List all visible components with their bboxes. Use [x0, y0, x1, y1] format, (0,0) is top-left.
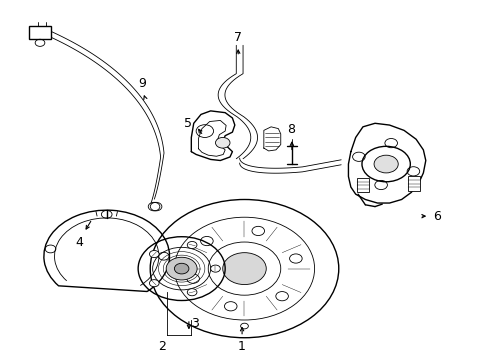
Circle shape [187, 289, 197, 296]
Text: 5: 5 [184, 117, 192, 130]
Circle shape [223, 253, 265, 284]
Text: 9: 9 [138, 77, 145, 90]
Text: 1: 1 [238, 340, 245, 353]
Text: 8: 8 [286, 123, 294, 136]
FancyBboxPatch shape [29, 26, 51, 39]
Circle shape [373, 155, 397, 173]
FancyBboxPatch shape [407, 176, 419, 191]
Circle shape [210, 265, 220, 272]
Text: 7: 7 [234, 31, 242, 44]
Text: 2: 2 [158, 340, 166, 353]
Circle shape [215, 138, 229, 148]
Text: 4: 4 [75, 236, 83, 249]
Text: 6: 6 [432, 210, 440, 222]
Circle shape [187, 242, 197, 248]
Text: 3: 3 [191, 317, 199, 330]
Circle shape [149, 280, 159, 287]
Circle shape [149, 251, 159, 257]
Circle shape [174, 263, 188, 274]
FancyBboxPatch shape [356, 178, 368, 192]
Circle shape [166, 257, 197, 280]
